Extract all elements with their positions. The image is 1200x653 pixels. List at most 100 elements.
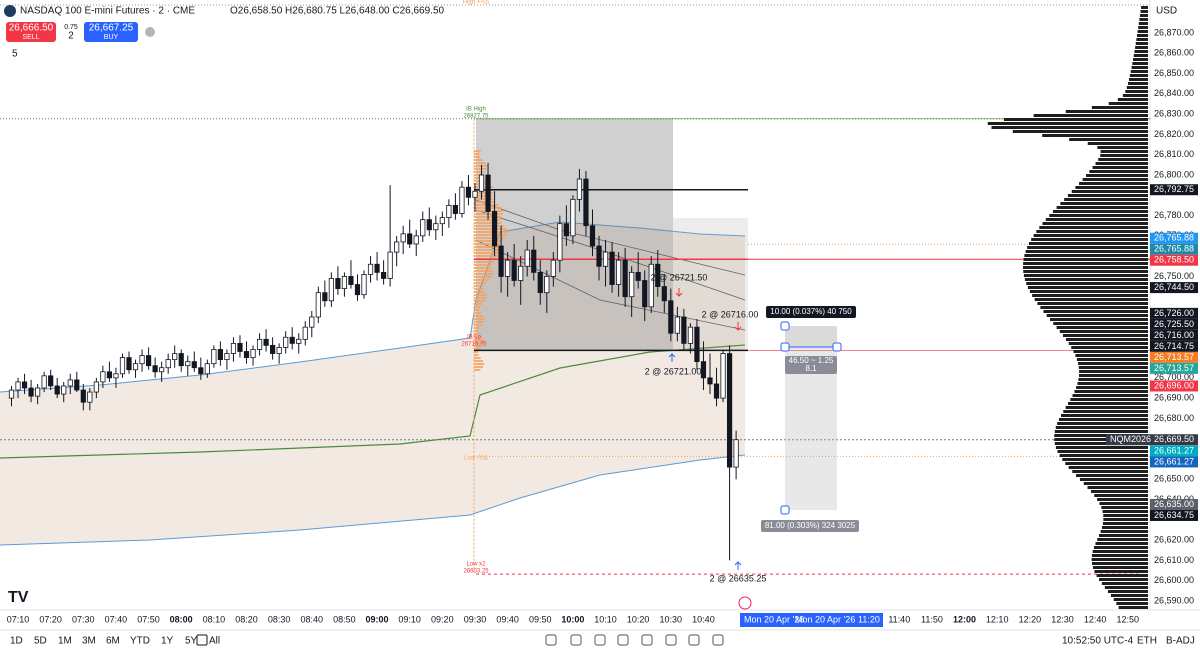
session-profile-bar — [474, 267, 492, 269]
volume-profile-bar — [1056, 326, 1148, 329]
volume-profile-bar — [1138, 22, 1148, 25]
candle-body — [713, 383, 720, 399]
tool-icon[interactable] — [712, 634, 724, 646]
volume-profile-bar — [1103, 518, 1148, 521]
volume-profile-bar — [1127, 82, 1148, 85]
buy-button[interactable] — [84, 22, 138, 42]
price-marker-bg — [1150, 254, 1198, 266]
tool-icon[interactable] — [594, 634, 606, 646]
session-profile-bar — [474, 324, 482, 326]
candle-body — [283, 336, 289, 348]
range-button[interactable]: 1Y — [161, 636, 174, 647]
session-profile-bar — [474, 357, 481, 359]
candle-body — [681, 316, 687, 344]
time-label: 12:40 — [1084, 614, 1107, 624]
volume-profile-bar — [1074, 390, 1148, 393]
candle-body — [459, 186, 465, 214]
candle-body — [478, 174, 485, 192]
buy-label[interactable]: BUY — [104, 34, 119, 41]
session-profile-bar — [474, 297, 487, 299]
volume-profile-bar — [1117, 98, 1148, 101]
candle-body — [380, 271, 387, 279]
volume-profile-bar — [1023, 274, 1148, 277]
tool-icon[interactable] — [545, 634, 557, 646]
volume-profile-bar — [1073, 350, 1148, 353]
sell-button[interactable] — [6, 22, 56, 42]
range-button[interactable]: YTD — [130, 636, 150, 647]
tool-icon[interactable] — [665, 634, 677, 646]
volume-profile-bar — [1071, 346, 1148, 349]
session-profile-bar — [474, 162, 486, 164]
volume-profile-bar — [1036, 230, 1148, 233]
session-profile-bar — [474, 234, 507, 236]
volume-profile-bar — [1054, 442, 1148, 445]
range-button[interactable]: 5D — [34, 636, 47, 647]
price-marker-bg — [1150, 340, 1198, 352]
candle-body — [726, 353, 733, 468]
candle-body — [439, 217, 445, 225]
volume-profile-bar — [1107, 590, 1148, 593]
interval-toggle[interactable]: 5 — [12, 49, 18, 60]
candle-body — [165, 359, 171, 369]
tool-icon[interactable] — [617, 634, 629, 646]
position-handle[interactable] — [832, 342, 842, 352]
position-handle[interactable] — [780, 505, 790, 515]
volume-profile-bar — [1097, 146, 1148, 149]
session-profile-bar — [474, 174, 484, 176]
candle-body — [570, 198, 576, 237]
session-profile-bar — [474, 222, 502, 224]
sell-price[interactable]: 26,666.50 — [9, 23, 54, 34]
target-label-bg — [766, 306, 856, 318]
tool-icon[interactable] — [641, 634, 653, 646]
volume-profile-bar — [1118, 606, 1148, 609]
adjust[interactable]: B-ADJ — [1166, 636, 1195, 647]
session-profile-bar — [474, 300, 486, 302]
tool-icon[interactable] — [570, 634, 582, 646]
candle-body — [230, 342, 237, 354]
range-button[interactable]: 6M — [106, 636, 120, 647]
session[interactable]: ETH — [1137, 636, 1157, 647]
range-button[interactable]: 1D — [10, 636, 23, 647]
sell-label[interactable]: SELL — [22, 34, 39, 41]
session-profile-bar — [474, 171, 485, 173]
candle-body — [720, 353, 726, 399]
volume-profile-bar — [1092, 566, 1148, 569]
range-button[interactable]: 1M — [58, 636, 72, 647]
tool-icon[interactable] — [688, 634, 700, 646]
candle-body — [270, 345, 276, 354]
candle-body — [211, 349, 217, 365]
position-handle[interactable] — [780, 321, 790, 331]
calendar-icon[interactable] — [196, 634, 208, 646]
vwap-upper — [0, 221, 746, 393]
volume-profile-bar — [1110, 594, 1148, 597]
session-profile-bar — [474, 330, 479, 332]
candle-body — [583, 178, 589, 227]
candle-body — [413, 235, 419, 245]
overlay: NASDAQ 100 E-mini Futures · 2 · CME O26,… — [4, 5, 1177, 606]
candle-body — [256, 338, 263, 350]
buy-price[interactable]: 26,667.25 — [89, 23, 134, 34]
range-button[interactable]: 5Y — [185, 636, 198, 647]
price-tick-label: 26,600.00 — [1154, 575, 1194, 585]
candle-body — [485, 174, 491, 212]
range-button[interactable]: 3M — [82, 636, 96, 647]
vwap-lower — [0, 454, 746, 546]
volume-profile-bar — [1130, 70, 1148, 73]
candle-body — [374, 263, 380, 273]
trade-label: 2 @ 26635.25 — [710, 573, 767, 583]
price-marker-bg — [1150, 362, 1198, 374]
position-handle[interactable] — [780, 342, 790, 352]
candle-body — [367, 263, 374, 275]
candle-body — [491, 211, 498, 247]
quantity[interactable]: 2 — [68, 31, 74, 42]
candle-body — [335, 278, 341, 290]
info-icon[interactable] — [145, 27, 155, 37]
range-button[interactable]: All — [209, 636, 220, 647]
volume-profile-bar — [1029, 290, 1148, 293]
candle-body — [152, 365, 158, 373]
volume-profile-bar — [1025, 250, 1148, 253]
volume-profile-bar — [1116, 602, 1148, 605]
volume-profile-bar — [1057, 450, 1148, 453]
session-profile-bar — [474, 249, 503, 251]
time-label: 09:10 — [398, 614, 421, 624]
